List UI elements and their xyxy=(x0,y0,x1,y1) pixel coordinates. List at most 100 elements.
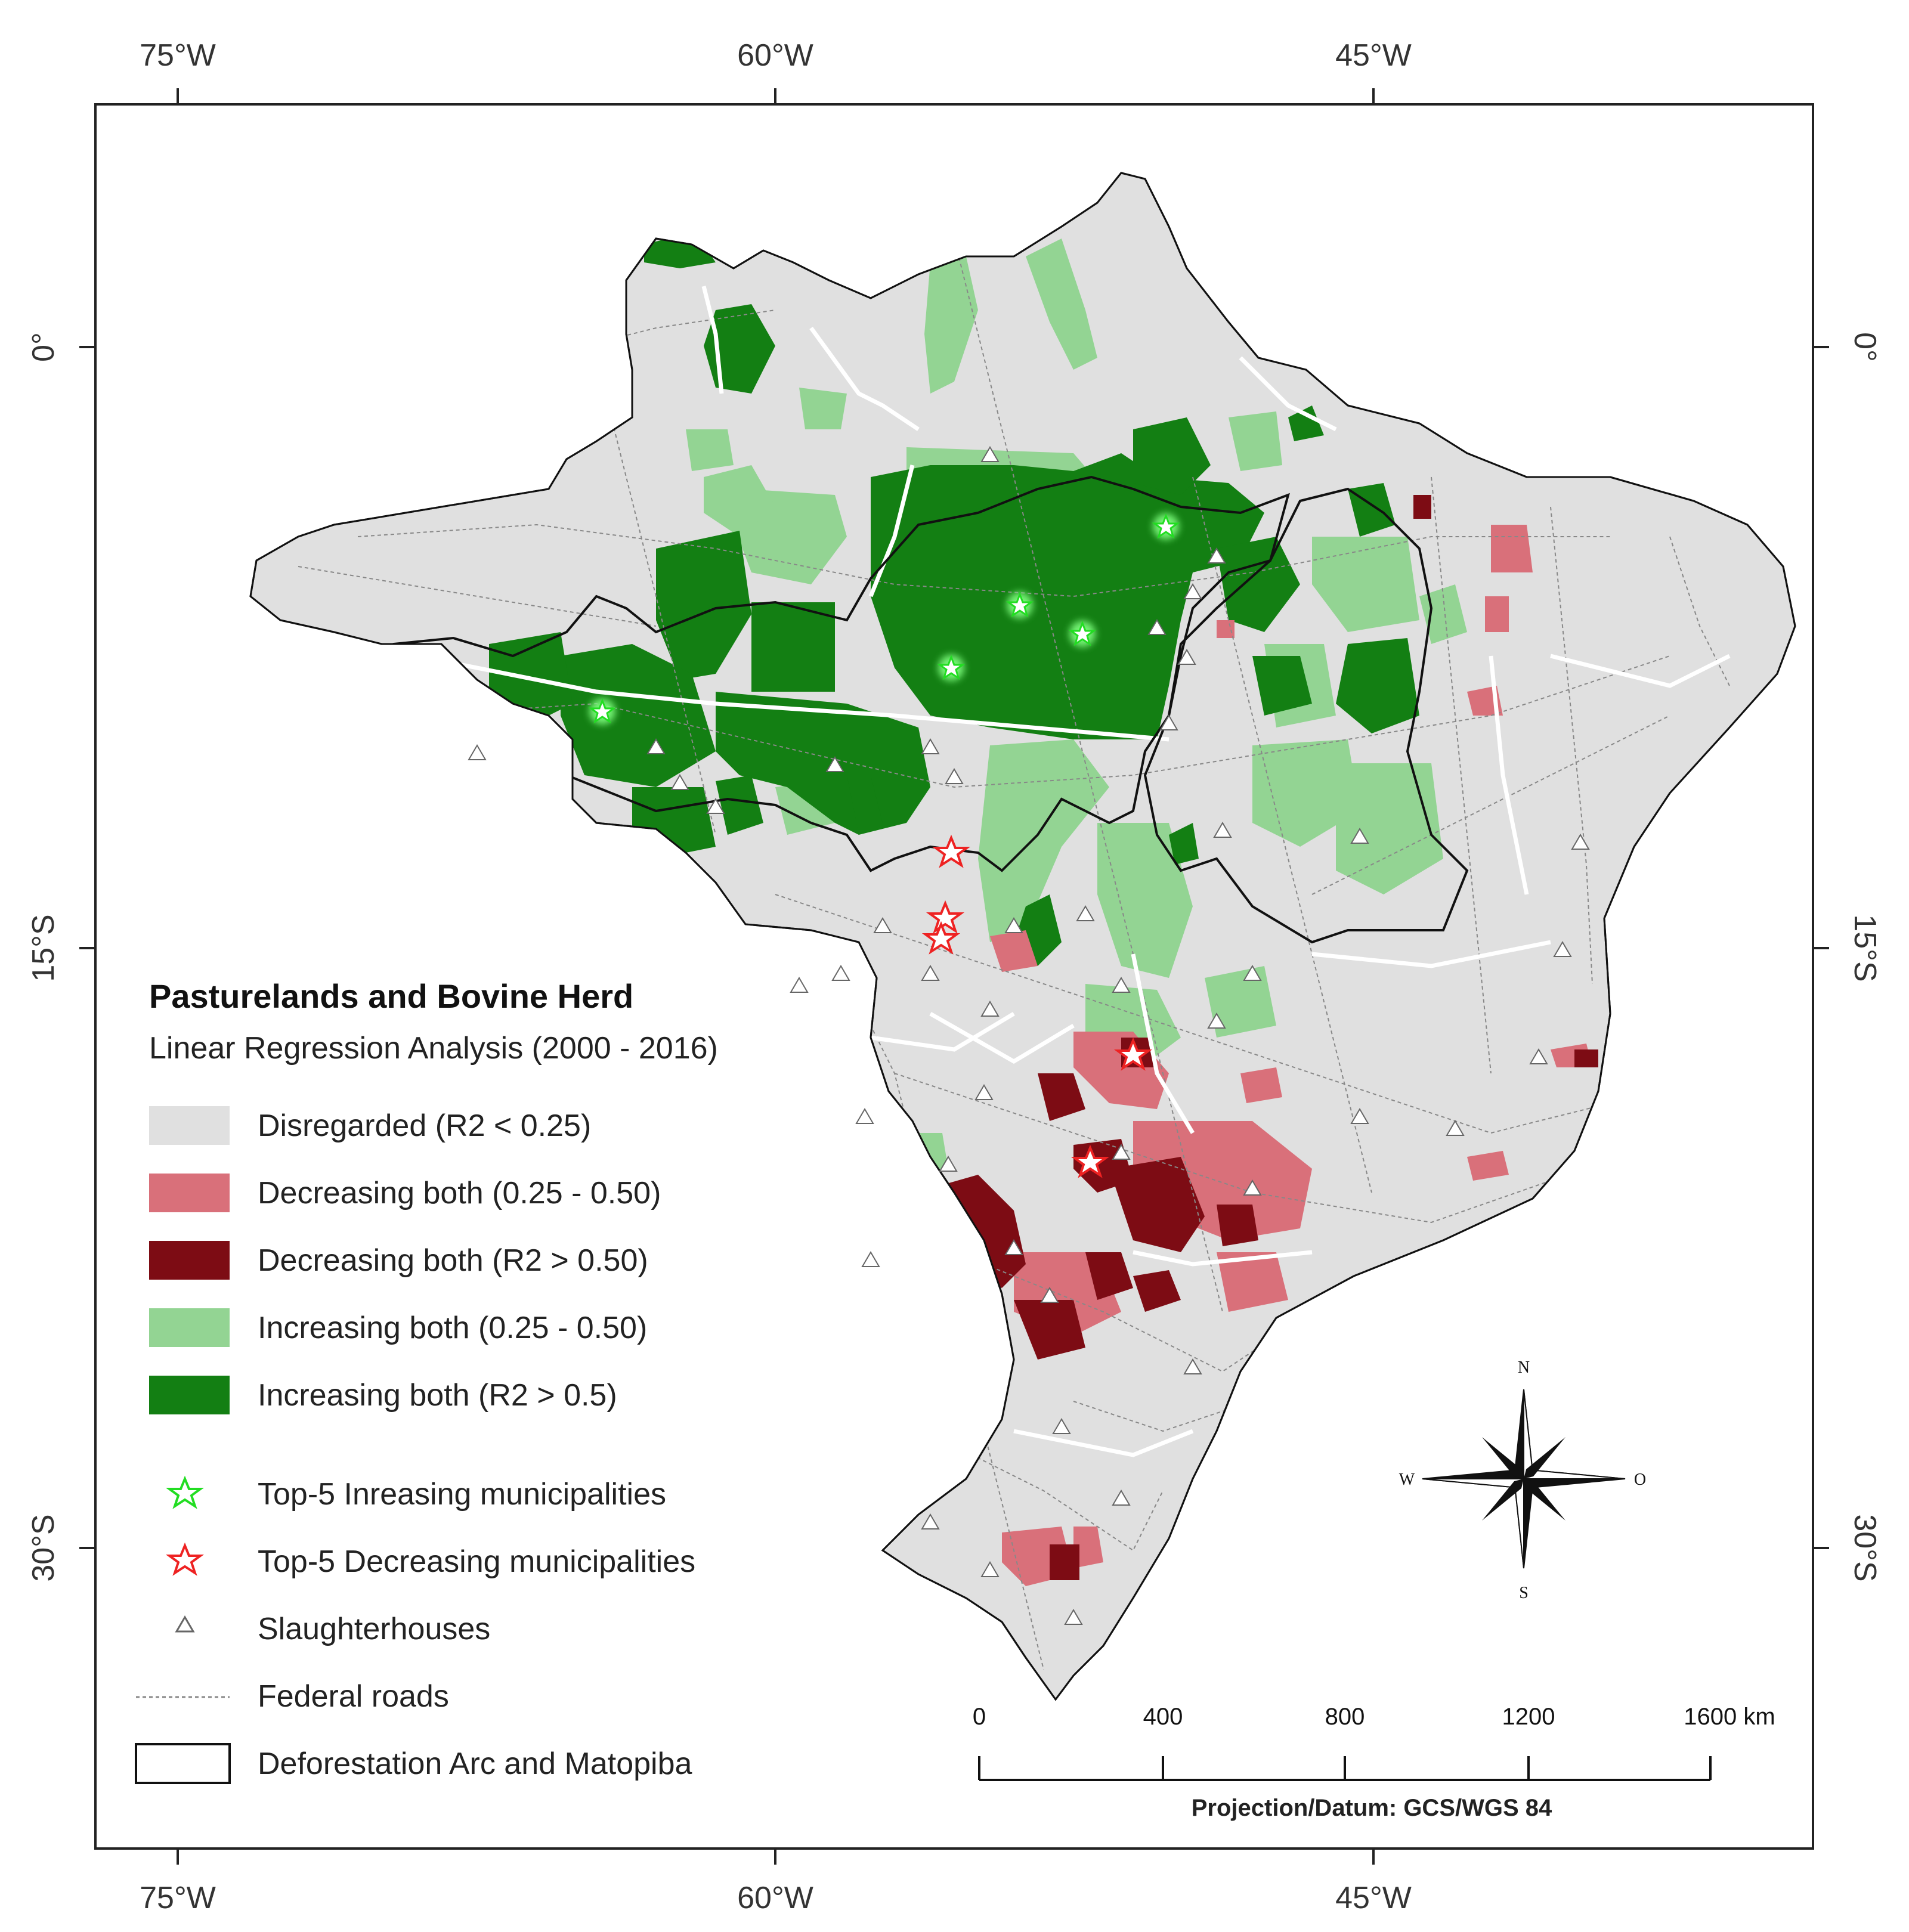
legend-swatch-inc-weak xyxy=(149,1308,230,1347)
slaughterhouse-triangle-icon xyxy=(670,774,689,790)
top-tick-label: 60°W xyxy=(737,38,813,73)
green-star-icon xyxy=(937,654,966,680)
right-tick-label: 0° xyxy=(1848,332,1882,362)
slaughterhouse-triangle-icon xyxy=(1112,1490,1131,1506)
red-star-icon xyxy=(1070,1144,1110,1178)
slaughterhouse-triangle-icon xyxy=(1040,1287,1059,1303)
brazil-map xyxy=(249,172,1796,1701)
top-tick-label: 75°W xyxy=(140,38,216,73)
green-star-icon xyxy=(1152,513,1180,539)
compass-s: S xyxy=(1519,1584,1529,1602)
green-star-icon xyxy=(165,1475,205,1509)
scale-bar: 0 400 800 1200 1600 km Projection/Datum:… xyxy=(973,1704,1775,1821)
legend-label: Decreasing both (0.25 - 0.50) xyxy=(258,1176,661,1210)
slaughterhouse-triangle-icon xyxy=(980,446,1000,462)
compass-e: O xyxy=(1634,1470,1646,1489)
slaughterhouse-triangle-icon xyxy=(1004,917,1023,933)
bottom-tick-label: 45°W xyxy=(1335,1881,1412,1915)
left-tick-label: 30°S xyxy=(26,1514,61,1581)
federal-roads xyxy=(298,238,1730,1670)
slaughterhouse-triangle-icon xyxy=(1350,828,1369,844)
legend-swatch-disregarded xyxy=(149,1106,230,1145)
outline-box-icon xyxy=(135,1743,231,1784)
slaughterhouse-triangle-icon xyxy=(1243,1179,1262,1196)
slaughterhouse-triangle-icon xyxy=(1112,1144,1131,1160)
slaughterhouse-triangle-icon xyxy=(873,917,892,933)
slaughterhouse-triangle-icon xyxy=(1064,1609,1083,1625)
slaughterhouse-triangle-icon xyxy=(974,1084,994,1100)
slaughterhouse-triangle-icon xyxy=(646,738,666,754)
scale-label: 800 xyxy=(1325,1704,1365,1730)
graticule-ticks xyxy=(79,88,1829,1865)
legend-label: Top-5 Inreasing municipalities xyxy=(258,1477,666,1512)
red-star-icon xyxy=(1113,1037,1153,1071)
decreasing-strong-regions xyxy=(936,495,1598,1580)
legend-subtitle: Linear Regression Analysis (2000 - 2016) xyxy=(149,1031,718,1066)
top-decreasing-markers xyxy=(921,834,1153,1178)
brazil-coastline xyxy=(249,172,1796,1701)
legend-label: Decreasing both (R2 > 0.50) xyxy=(258,1243,648,1278)
slaughterhouse-triangle-icon xyxy=(1571,834,1590,850)
bottom-tick-label: 60°W xyxy=(737,1881,813,1915)
slaughterhouse-triangle-icon xyxy=(939,1156,958,1172)
green-star-icon xyxy=(588,698,617,724)
scale-label: 0 xyxy=(973,1704,986,1730)
projection-label: Projection/Datum: GCS/WGS 84 xyxy=(1192,1795,1552,1821)
slaughterhouse-triangle-icon xyxy=(1183,583,1202,599)
legend-swatch-dec-strong xyxy=(149,1241,230,1280)
legend-swatch-inc-strong xyxy=(149,1376,230,1414)
slaughterhouse-triangle-icon xyxy=(1243,965,1262,981)
red-star-icon xyxy=(926,900,965,934)
deforestation-arc-outline xyxy=(350,475,1469,944)
slaughterhouse-markers xyxy=(468,446,1590,1625)
legend-label: Increasing both (R2 > 0.5) xyxy=(258,1378,617,1413)
slaughterhouse-triangle-icon xyxy=(921,1513,940,1530)
top-tick-label: 45°W xyxy=(1335,38,1412,73)
slaughterhouse-triangle-icon xyxy=(1147,619,1167,635)
right-tick-label: 15°S xyxy=(1848,914,1882,982)
slaughterhouse-triangle-icon xyxy=(1052,1418,1071,1434)
legend: Pasturelands and Bovine Herd Linear Regr… xyxy=(135,977,718,1784)
slaughterhouse-triangle-icon xyxy=(1159,714,1178,730)
legend-label: Disregarded (R2 < 0.25) xyxy=(258,1109,591,1143)
slaughterhouse-triangle-icon xyxy=(980,1561,1000,1577)
bottom-tick-label: 75°W xyxy=(140,1881,216,1915)
legend-label: Increasing both (0.25 - 0.50) xyxy=(258,1311,647,1345)
slaughterhouse-triangle-icon xyxy=(980,1001,1000,1017)
slaughterhouse-triangle-icon xyxy=(1446,1120,1465,1136)
slaughterhouse-triangle-icon xyxy=(831,965,850,981)
legend-swatch-dec-weak xyxy=(149,1174,230,1212)
scale-label: 1200 xyxy=(1502,1704,1555,1730)
compass-n: N xyxy=(1518,1358,1530,1377)
slaughterhouse-triangle-icon xyxy=(1207,1013,1226,1029)
legend-label: Top-5 Decreasing municipalities xyxy=(258,1544,695,1579)
slaughterhouse-triangle-icon xyxy=(1350,1108,1369,1124)
right-tick-label: 30°S xyxy=(1848,1514,1882,1581)
slaughterhouse-triangle-icon xyxy=(921,738,940,754)
slaughterhouse-triangle-icon xyxy=(825,756,844,772)
top-increasing-markers xyxy=(588,513,1180,724)
legend-title: Pasturelands and Bovine Herd xyxy=(149,977,633,1015)
compass-rose: N S W O xyxy=(1399,1358,1646,1602)
legend-label: Federal roads xyxy=(258,1679,449,1714)
triangle-icon xyxy=(175,1615,195,1633)
slaughterhouse-triangle-icon xyxy=(1112,977,1131,993)
red-star-icon xyxy=(932,834,971,868)
green-star-icon xyxy=(1068,620,1097,646)
slaughterhouse-triangle-icon xyxy=(1207,547,1226,564)
slaughterhouse-triangle-icon xyxy=(790,977,809,993)
legend-label: Slaughterhouses xyxy=(258,1612,490,1646)
scale-label: 1600 km xyxy=(1684,1704,1775,1730)
slaughterhouse-triangle-icon xyxy=(1213,822,1232,838)
legend-label: Deforestation Arc and Matopiba xyxy=(258,1747,692,1781)
red-star-icon xyxy=(921,921,961,955)
slaughterhouse-triangle-icon xyxy=(1177,649,1196,665)
slaughterhouse-triangle-icon xyxy=(1004,1239,1023,1255)
slaughterhouse-triangle-icon xyxy=(855,1108,874,1124)
slaughterhouse-triangle-icon xyxy=(1076,905,1095,921)
slaughterhouse-triangle-icon xyxy=(861,1251,880,1267)
scale-label: 400 xyxy=(1143,1704,1183,1730)
slaughterhouse-triangle-icon xyxy=(921,965,940,981)
green-star-icon xyxy=(1005,592,1034,618)
